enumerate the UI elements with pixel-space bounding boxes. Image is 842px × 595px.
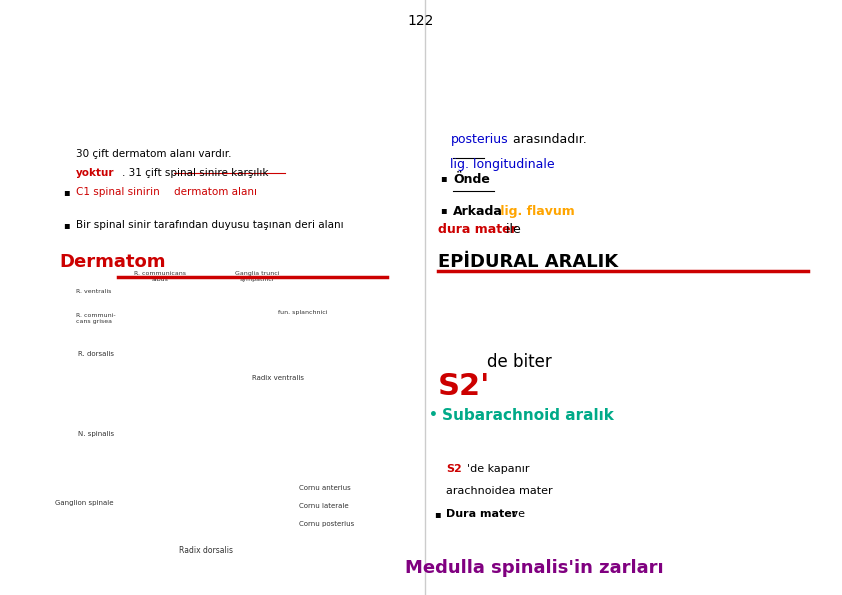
- Text: Radix dorsalis: Radix dorsalis: [179, 546, 233, 555]
- Text: R. ventralis: R. ventralis: [76, 289, 111, 294]
- Text: dermatom alanı: dermatom alanı: [174, 187, 258, 198]
- Text: R. communi-
cans grisea: R. communi- cans grisea: [76, 313, 115, 324]
- Text: Dura mater: Dura mater: [446, 509, 518, 519]
- Text: ile: ile: [502, 223, 520, 236]
- Text: ▪: ▪: [440, 205, 447, 215]
- Text: . 31 çift spinal sinire karşılık: . 31 çift spinal sinire karşılık: [122, 168, 269, 178]
- Text: EPİDURAL ARALIK: EPİDURAL ARALIK: [438, 253, 618, 271]
- Text: Önde: Önde: [453, 173, 490, 186]
- Text: C1 spinal sinirin: C1 spinal sinirin: [76, 187, 163, 198]
- Text: Cornu posterius: Cornu posterius: [299, 521, 354, 527]
- Text: •: •: [429, 408, 439, 422]
- Text: Cornu anterius: Cornu anterius: [299, 485, 350, 491]
- Text: yoktur: yoktur: [76, 168, 115, 178]
- Text: Dermatom: Dermatom: [59, 253, 165, 271]
- Text: de biter: de biter: [487, 353, 552, 371]
- Text: 'de kapanır: 'de kapanır: [467, 464, 530, 474]
- Text: lig. longitudinale: lig. longitudinale: [450, 158, 555, 171]
- Text: ve: ve: [508, 509, 525, 519]
- Text: ▪: ▪: [440, 173, 447, 183]
- Text: R. communicans
albus: R. communicans albus: [134, 271, 186, 282]
- Text: dura mater: dura mater: [438, 223, 517, 236]
- Text: Arkada: Arkada: [453, 205, 503, 218]
- Text: Ganglion spinale: Ganglion spinale: [56, 500, 114, 506]
- Text: 122: 122: [408, 14, 434, 28]
- Text: N. spinalis: N. spinalis: [77, 431, 114, 437]
- Text: ▪: ▪: [63, 187, 70, 198]
- Text: Cornu laterale: Cornu laterale: [299, 503, 349, 509]
- Text: S2: S2: [446, 464, 462, 474]
- Text: ▪: ▪: [434, 509, 440, 519]
- Text: R. dorsalis: R. dorsalis: [77, 351, 114, 357]
- Text: 30 çift dermatom alanı vardır.: 30 çift dermatom alanı vardır.: [76, 149, 232, 159]
- Text: Ganglia trunci
sympathici: Ganglia trunci sympathici: [235, 271, 279, 282]
- Text: fun. splanchnici: fun. splanchnici: [278, 310, 328, 315]
- Text: Radix ventralis: Radix ventralis: [252, 375, 304, 381]
- Text: S2': S2': [438, 372, 490, 401]
- Text: lig. flavum: lig. flavum: [496, 205, 575, 218]
- Text: ▪: ▪: [63, 220, 70, 230]
- Text: Bir spinal sinir tarafından duyusu taşınan deri alanı: Bir spinal sinir tarafından duyusu taşın…: [76, 220, 344, 230]
- Text: arachnoidea mater: arachnoidea mater: [446, 486, 553, 496]
- Text: posterius: posterius: [450, 133, 508, 146]
- Text: Medulla spinalis'in zarları: Medulla spinalis'in zarları: [405, 559, 664, 577]
- Text: arasındadır.: arasındadır.: [509, 133, 587, 146]
- Text: Subarachnoid aralık: Subarachnoid aralık: [442, 408, 614, 422]
